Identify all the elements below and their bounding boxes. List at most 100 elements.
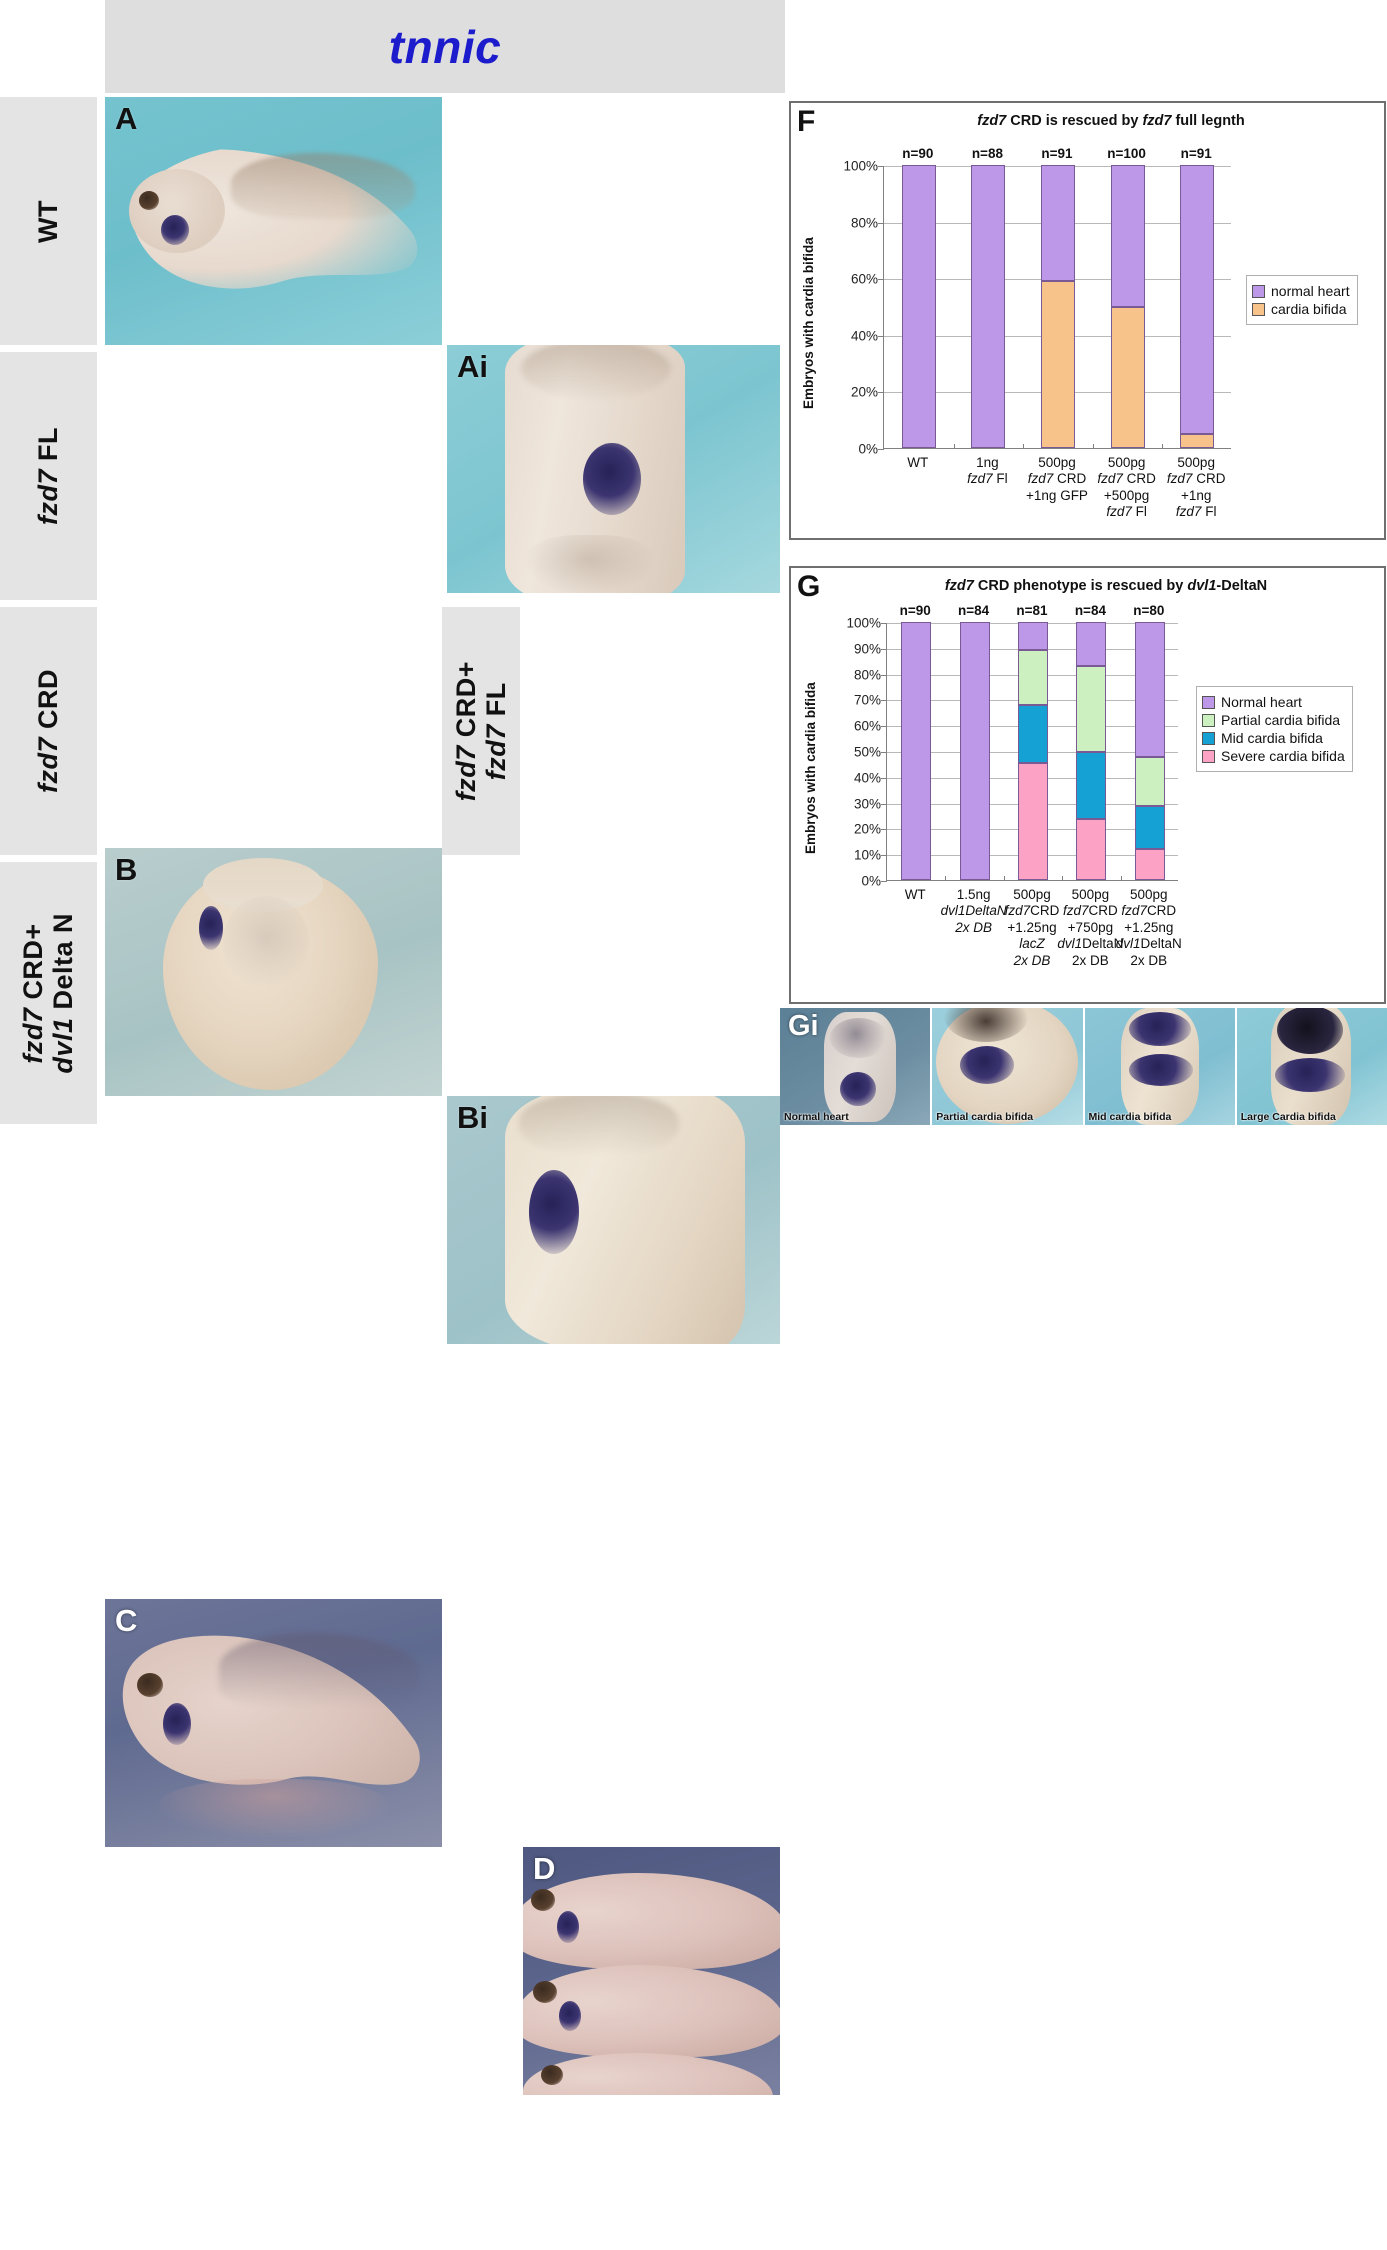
chart-G-title-gene2: dvl1 (1187, 578, 1217, 594)
y-tick-label: 70% (853, 692, 881, 708)
gi-image-normal-heart: Gi Normal heart (780, 1008, 933, 1125)
y-tick-mark (881, 777, 887, 779)
y-tick-mark (881, 674, 887, 676)
x-tick-mark (945, 876, 947, 881)
x-axis-category-label: WT (907, 455, 929, 470)
chart-G-title-end: -DeltaN (1216, 578, 1268, 594)
bar-segment (1134, 849, 1165, 880)
row-label-wt: WT (0, 97, 97, 345)
row-label-crd-dvl1-suffix2: Delta N (48, 912, 79, 1018)
bar-segment (1018, 704, 1048, 763)
micrograph-C: C (105, 1599, 442, 1847)
panel-label-A: A (115, 101, 138, 136)
row-label-crd-fl-suffix2: FL (481, 682, 511, 724)
x-axis-category-label: 500pg fzd7CRD +1.25ng lacZ 2x DB (1004, 887, 1060, 968)
bar-segment (1041, 281, 1075, 448)
gi-image-large-cardia-bifida: Large Cardia bifida (1236, 1008, 1387, 1125)
gi-caption-2: Mid cardia bifida (1088, 1111, 1172, 1123)
y-tick-mark (881, 855, 887, 857)
row-label-crd-fl-suffix1: CRD+ (450, 660, 481, 746)
x-tick-mark (953, 444, 955, 449)
y-tick-label: 10% (853, 847, 881, 863)
bar-segment (1076, 819, 1107, 880)
gi-caption-1: Partial cardia bifida (936, 1111, 1034, 1123)
legend-swatch (1202, 695, 1215, 709)
row-label-fzd7-fl-suffix: FL (33, 427, 64, 469)
y-tick-label: 20% (850, 384, 878, 400)
row-label-fzd7-crd-fzd7-fl: fzd7 CRD+ fzd7 FL (442, 607, 520, 855)
panel-label-G: G (797, 570, 821, 603)
x-tick-mark (1120, 876, 1122, 881)
legend-item: cardia bifida (1252, 301, 1350, 317)
gi-caption-0: Normal heart (784, 1111, 849, 1123)
chart-G-title: fzd7 CRD phenotype is rescued by dvl1-De… (846, 578, 1366, 594)
x-tick-mark (1062, 876, 1064, 881)
y-tick-label: 0% (858, 441, 878, 457)
legend-swatch (1252, 302, 1265, 316)
bar-segment (1076, 622, 1107, 666)
y-tick-label: 60% (853, 718, 881, 734)
chart-G-legend: Normal heart Partial cardia bifida Mid car… (1196, 686, 1353, 772)
page-title: tnnic (388, 20, 502, 73)
x-axis-category-label: 500pg fzd7 CRD +1ng GFP (1026, 455, 1088, 503)
bar (1110, 165, 1145, 448)
x-tick-mark (1092, 444, 1094, 449)
bar-segment (1076, 665, 1107, 753)
bar-count-label: n=88 (971, 146, 1003, 161)
bar-segment (1018, 622, 1048, 651)
y-tick-label: 100% (846, 615, 881, 631)
chart-G-title-mid: CRD phenotype is rescued by (973, 578, 1188, 594)
legend-item: Mid cardia bifida (1202, 730, 1345, 746)
bar-segment (1041, 165, 1075, 282)
bar (1018, 622, 1048, 880)
y-tick-label: 40% (853, 770, 881, 786)
legend-label: cardia bifida (1271, 301, 1347, 317)
y-tick-label: 20% (853, 821, 881, 837)
row-label-crd-fl-gene2: fzd7 (481, 724, 511, 780)
bar-segment (1110, 306, 1145, 448)
y-tick-mark (881, 700, 887, 702)
row-label-fzd7-fl: fzd7 FL (0, 352, 97, 600)
bar (971, 165, 1006, 448)
micrograph-D: D (523, 1847, 780, 2095)
panel-label-Bi: Bi (457, 1100, 488, 1135)
panel-label-D: D (533, 1851, 556, 1886)
bar-segment (901, 622, 932, 880)
gi-image-partial-cardia-bifida: Partial cardia bifida (932, 1008, 1085, 1125)
bar-segment (901, 165, 936, 448)
bar (1180, 165, 1215, 448)
row-label-fzd7-fl-gene: fzd7 (33, 469, 64, 525)
micrograph-A: A (105, 97, 442, 345)
bar-segment (1018, 650, 1048, 705)
bar-segment (1180, 433, 1215, 448)
legend-label: Severe cardia bifida (1221, 748, 1345, 764)
panel-label-F: F (797, 105, 816, 138)
row-label-wt-text: WT (33, 199, 64, 243)
row-label-fzd7-crd-gene: fzd7 (33, 737, 64, 793)
gene-title-bar: tnnic (105, 0, 785, 93)
bar-segment (1134, 806, 1165, 850)
bar-count-label: n=90 (902, 146, 934, 161)
bar-segment (1110, 165, 1145, 307)
panel-label-Ai: Ai (457, 349, 488, 384)
y-tick-mark (881, 726, 887, 728)
y-tick-mark (878, 449, 884, 450)
bar-segment (1018, 762, 1048, 880)
y-tick-mark (878, 335, 884, 337)
x-tick-mark (1162, 444, 1164, 449)
row-label-crd-fl-gene1: fzd7 (450, 745, 481, 802)
legend-label: Mid cardia bifida (1221, 730, 1323, 746)
legend-item: normal heart (1252, 283, 1350, 299)
x-axis-category-label: 500pg fzd7CRD +750pg dvl1DeltaN 2x DB (1057, 887, 1124, 968)
y-tick-label: 90% (853, 641, 881, 657)
bar-count-label: n=91 (1180, 146, 1212, 161)
y-tick-mark (881, 881, 887, 882)
chart-panel-F: F fzd7 CRD is rescued by fzd7 full legnt… (789, 101, 1386, 540)
legend-swatch (1202, 713, 1215, 727)
legend-swatch (1202, 749, 1215, 763)
chart-F-legend: normal heart cardia bifida (1246, 275, 1358, 325)
y-tick-mark (881, 829, 887, 831)
bar-count-label: n=81 (1016, 603, 1048, 618)
y-tick-label: 50% (853, 744, 881, 760)
chart-G-plot-area: 0% 10% 20% 30% 40% 50% 60% 70% 80% 90% 100% (846, 616, 1178, 889)
